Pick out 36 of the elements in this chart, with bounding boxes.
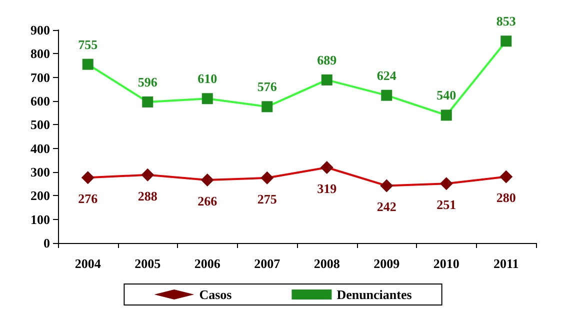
x-tick-label: 2010 [433,256,460,271]
data-label: 242 [376,199,396,214]
y-tick-label: 500 [30,117,50,132]
data-label: 266 [198,194,218,209]
legend-label: Denunciantes [336,287,412,302]
x-tick-label: 2008 [314,256,340,271]
data-label: 624 [376,68,397,83]
data-label: 280 [496,190,516,206]
x-tick-label: 2009 [374,256,400,271]
data-label: 540 [436,88,456,103]
data-label: 288 [138,188,158,204]
data-label: 755 [78,36,98,52]
x-tick-label: 2004 [74,256,102,271]
data-label: 853 [496,14,516,29]
data-label: 610 [198,71,218,86]
y-tick-label: 200 [30,188,50,204]
x-tick-label: 2011 [493,256,519,271]
data-label: 576 [257,79,278,94]
y-tick-label: 600 [30,94,50,108]
y-tick-label: 300 [30,164,50,180]
x-tick-label: 2007 [254,256,281,271]
y-tick-label: 100 [30,212,50,227]
x-tick-label: 2006 [194,256,221,271]
y-tick-label: 400 [30,140,50,156]
data-label: 251 [436,197,456,212]
x-tick-label: 2005 [134,256,162,271]
data-label: 689 [317,52,338,68]
y-tick-label: 900 [30,22,50,38]
data-label: 275 [257,191,278,206]
y-tick-label: 800 [30,46,50,62]
y-tick-label: 0 [44,236,50,250]
data-label: 596 [138,74,158,90]
data-label: 319 [317,181,338,196]
y-tick-label: 700 [30,70,50,85]
legend-label: Casos [199,287,232,302]
data-label: 276 [78,191,98,206]
